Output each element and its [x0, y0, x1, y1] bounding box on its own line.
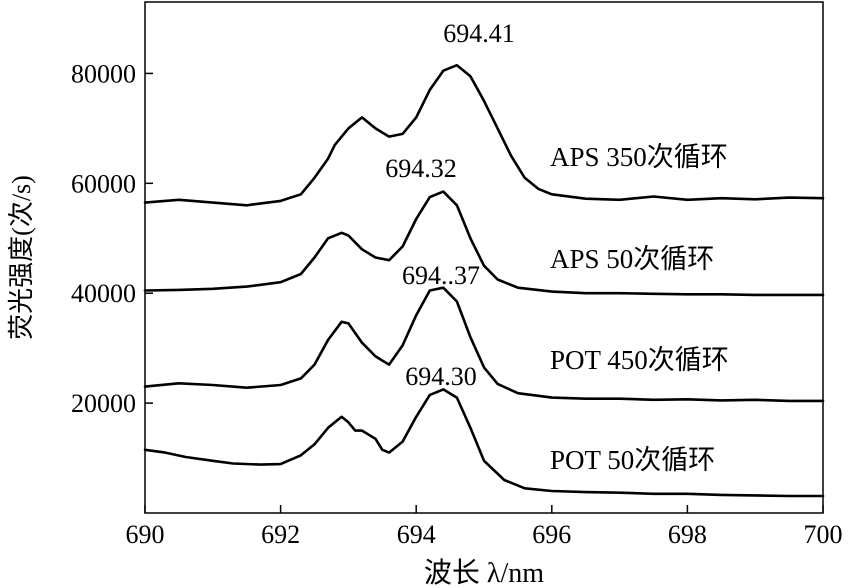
x-tick-label: 700 [804, 520, 843, 549]
y-tick-label: 40000 [71, 279, 136, 308]
y-tick-label: 20000 [71, 389, 136, 418]
plot-frame [144, 1, 824, 514]
x-tick-label: 692 [261, 520, 300, 549]
series-labels: APS 350次循环 694.41 APS 50次循环 694.32 POT 450次循… [385, 19, 729, 475]
y-axis: 20000 40000 60000 80000 [71, 59, 153, 418]
series-lines [143, 63, 825, 498]
y-tick-label: 80000 [71, 59, 136, 88]
series-name-label: POT 450次循环 [550, 345, 729, 375]
series-name-label: APS 50次循环 [550, 244, 714, 274]
x-tick-label: 696 [532, 520, 571, 549]
peak-value-label: 694..37 [402, 261, 480, 290]
peak-value-label: 694.30 [405, 362, 477, 391]
y-tick-label: 60000 [71, 169, 136, 198]
series-line [143, 286, 825, 403]
series-name-label: POT 50次循环 [550, 445, 715, 475]
series-line [143, 190, 825, 297]
y-axis-title: 荧光强度(次/s) [7, 175, 36, 340]
series-name-label: APS 350次循环 [550, 142, 728, 172]
peak-value-label: 694.32 [385, 154, 457, 183]
x-axis-title: 波长 λ/nm [424, 557, 544, 588]
x-tick-label: 690 [126, 520, 165, 549]
plot-border [144, 1, 824, 514]
x-tick-label: 698 [668, 520, 707, 549]
x-axis: 690 692 694 696 698 700 [126, 505, 843, 549]
x-tick-label: 694 [397, 520, 436, 549]
series-line [143, 388, 825, 498]
peak-value-label: 694.41 [443, 19, 515, 48]
series-line [143, 63, 825, 207]
